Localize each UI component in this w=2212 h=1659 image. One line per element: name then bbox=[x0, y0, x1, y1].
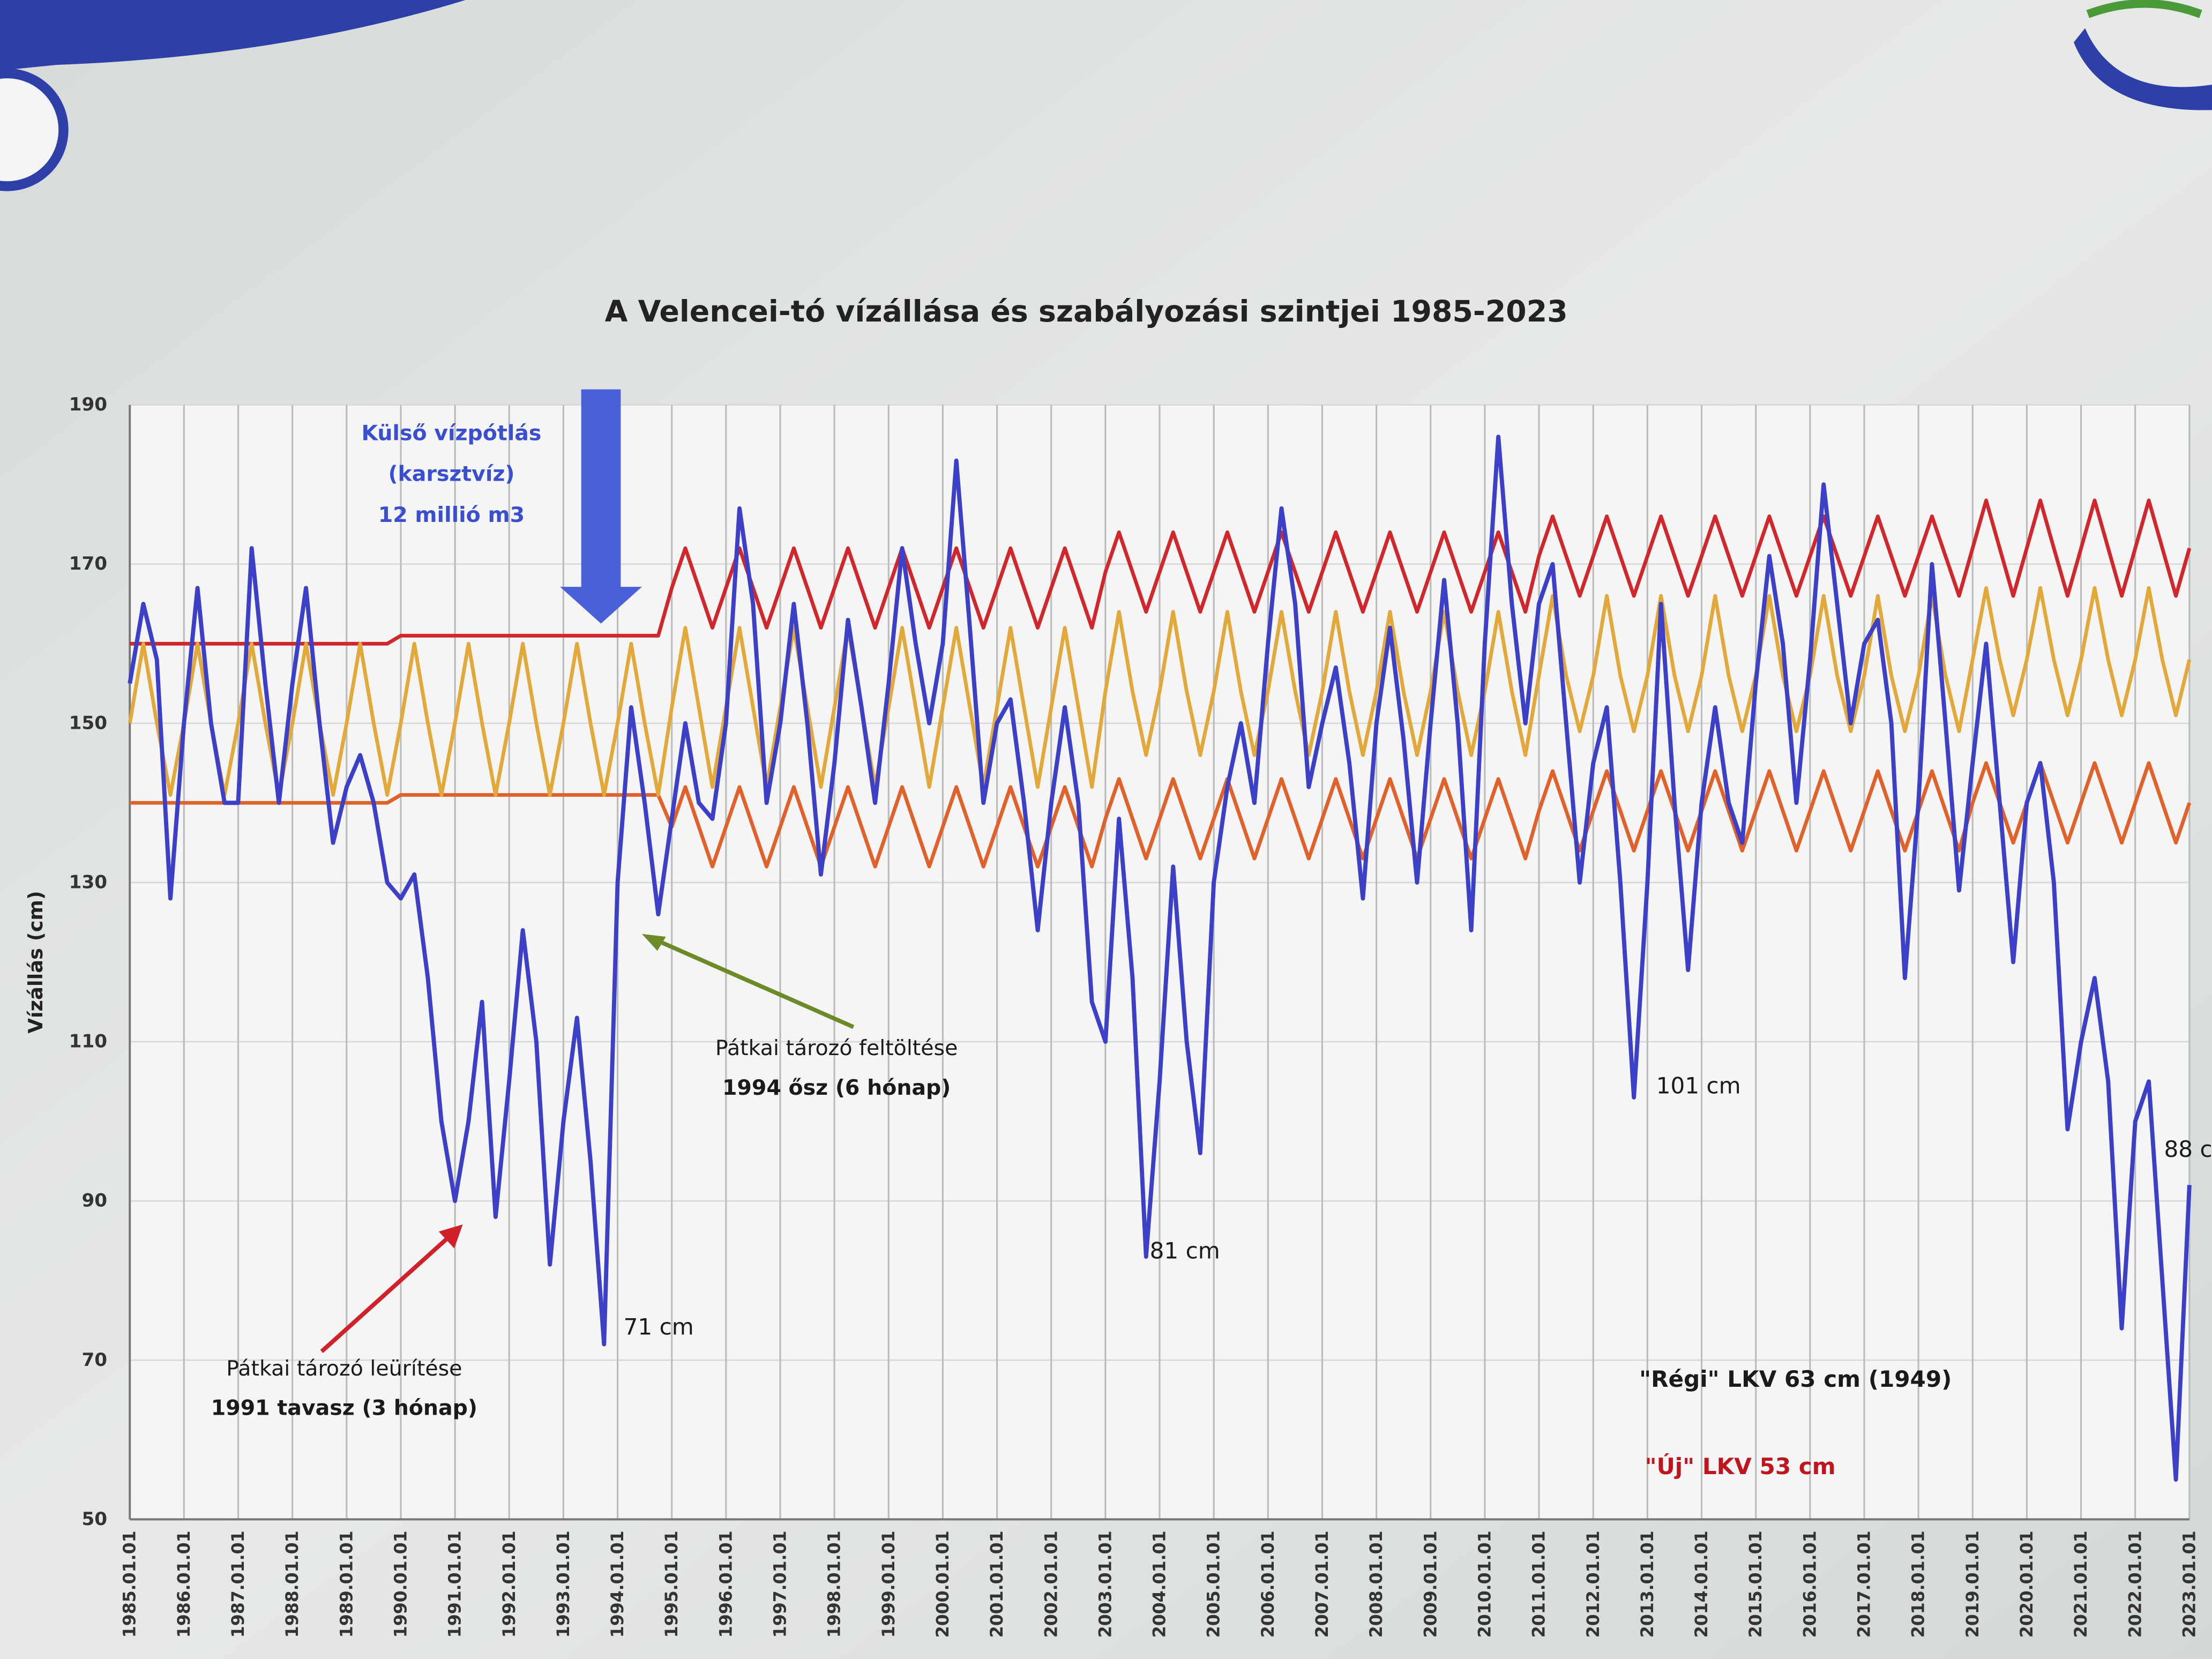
chart-title: A Velencei-tó vízállása és szabályozási … bbox=[605, 295, 1568, 329]
x-tick-label: 2008.01.01 bbox=[1367, 1530, 1386, 1638]
x-tick-label: 1993.01.01 bbox=[554, 1530, 573, 1638]
logo-left bbox=[0, 68, 69, 191]
annotation: 1991 tavasz (3 hónap) bbox=[211, 1396, 477, 1421]
x-tick-label: 2003.01.01 bbox=[1096, 1530, 1115, 1638]
annotation: 81 cm bbox=[1150, 1237, 1220, 1264]
annotation: "Régi" LKV 63 cm (1949) bbox=[1639, 1366, 1952, 1392]
x-tick-label: 2005.01.01 bbox=[1205, 1530, 1224, 1638]
inflow-arrow bbox=[560, 389, 642, 624]
annotation: 71 cm bbox=[624, 1313, 694, 1340]
y-tick-label: 150 bbox=[69, 712, 107, 734]
annotation: 12 millió m3 bbox=[378, 503, 525, 527]
x-tick-label: 1997.01.01 bbox=[771, 1530, 790, 1638]
x-tick-label: 1985.01.01 bbox=[121, 1530, 140, 1638]
x-tick-label: 2004.01.01 bbox=[1150, 1530, 1170, 1638]
y-tick-label: 190 bbox=[69, 394, 107, 415]
x-tick-label: 1992.01.01 bbox=[500, 1530, 519, 1638]
drain-arrow-head bbox=[438, 1224, 463, 1249]
x-tick-label: 2016.01.01 bbox=[1800, 1530, 1820, 1638]
x-tick-label: 1995.01.01 bbox=[662, 1530, 682, 1638]
annotation: Pátkai tározó feltöltése bbox=[715, 1036, 958, 1060]
x-tick-label: 2012.01.01 bbox=[1584, 1530, 1603, 1638]
x-tick-label: 1994.01.01 bbox=[608, 1530, 627, 1638]
x-tick-label: 2018.01.01 bbox=[1909, 1530, 1929, 1638]
x-tick-label: 2023.01.01 bbox=[2180, 1530, 2199, 1638]
x-tick-label: 2022.01.01 bbox=[2126, 1530, 2145, 1638]
x-tick-label: 2009.01.01 bbox=[1421, 1530, 1440, 1638]
x-tick-label: 2019.01.01 bbox=[1963, 1530, 1983, 1638]
annotation: 88 cm bbox=[2164, 1136, 2212, 1162]
x-tick-label: 1991.01.01 bbox=[446, 1530, 465, 1638]
annotations: Külső vízpótlás (karsztvíz) 12 millió m3 Pá… bbox=[211, 421, 2212, 1479]
y-tick-label: 130 bbox=[69, 871, 107, 893]
y-tick-label: 110 bbox=[69, 1031, 107, 1052]
x-tick-label: 1990.01.01 bbox=[391, 1530, 410, 1638]
x-tick-label: 1996.01.01 bbox=[716, 1530, 736, 1638]
annotation: 1994 ősz (6 hónap) bbox=[722, 1075, 951, 1100]
x-tick-label: 2000.01.01 bbox=[933, 1530, 953, 1638]
series-line bbox=[128, 435, 2192, 1482]
annotation: (karsztvíz) bbox=[388, 462, 514, 487]
series-line bbox=[130, 498, 2192, 646]
header-swoosh bbox=[0, 0, 466, 71]
x-tick-label: 2013.01.01 bbox=[1638, 1530, 1657, 1638]
x-tick-label: 2020.01.01 bbox=[2017, 1530, 2037, 1638]
x-tick-label: 2015.01.01 bbox=[1746, 1530, 1766, 1638]
series-line bbox=[128, 586, 2192, 797]
y-axis-label: Vízállás (cm) bbox=[24, 891, 47, 1033]
drain-arrow bbox=[320, 1235, 450, 1354]
x-tick-label: 1999.01.01 bbox=[879, 1530, 899, 1638]
y-tick-label: 50 bbox=[81, 1508, 107, 1530]
logo-right-green bbox=[2086, 0, 2202, 18]
fill-arrow bbox=[651, 936, 855, 1029]
series-line bbox=[130, 761, 2192, 869]
x-tick-label: 2006.01.01 bbox=[1259, 1530, 1278, 1638]
series bbox=[128, 435, 2192, 1482]
x-tick-label: 2011.01.01 bbox=[1530, 1530, 1549, 1638]
fill-arrow-head bbox=[641, 933, 666, 951]
x-tick-label: 2014.01.01 bbox=[1692, 1530, 1712, 1638]
annotation: 101 cm bbox=[1656, 1072, 1741, 1098]
x-tick-label: 2007.01.01 bbox=[1313, 1530, 1332, 1638]
annotation: Külső vízpótlás bbox=[361, 421, 541, 445]
y-tick-label: 170 bbox=[69, 553, 107, 574]
grid: 50 70 90 110 130 150 170 190 1985.01.01 1986.01.0… bbox=[69, 394, 2200, 1638]
annotation: "Új" LKV 53 cm bbox=[1645, 1453, 1836, 1479]
x-tick-label: 1987.01.01 bbox=[229, 1530, 248, 1638]
logo-right bbox=[2074, 28, 2212, 110]
x-tick-label: 1989.01.01 bbox=[337, 1530, 356, 1638]
x-tick-label: 1998.01.01 bbox=[825, 1530, 845, 1638]
x-tick-label: 2001.01.01 bbox=[988, 1530, 1007, 1638]
y-tick-label: 70 bbox=[81, 1349, 107, 1371]
x-tick-label: 1988.01.01 bbox=[283, 1530, 302, 1638]
x-tick-label: 2021.01.01 bbox=[2072, 1530, 2091, 1638]
y-tick-label: 90 bbox=[81, 1190, 107, 1212]
x-tick-label: 2017.01.01 bbox=[1855, 1530, 1874, 1638]
x-tick-label: 2002.01.01 bbox=[1042, 1530, 1061, 1638]
x-tick-label: 2010.01.01 bbox=[1475, 1530, 1494, 1638]
annotation: Pátkai tározó leürítése bbox=[226, 1356, 462, 1381]
x-tick-label: 1986.01.01 bbox=[175, 1530, 194, 1638]
